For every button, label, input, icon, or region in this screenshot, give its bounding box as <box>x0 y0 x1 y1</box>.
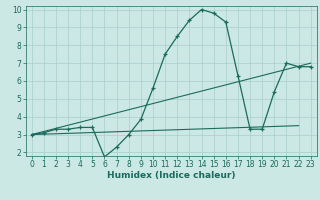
X-axis label: Humidex (Indice chaleur): Humidex (Indice chaleur) <box>107 171 236 180</box>
